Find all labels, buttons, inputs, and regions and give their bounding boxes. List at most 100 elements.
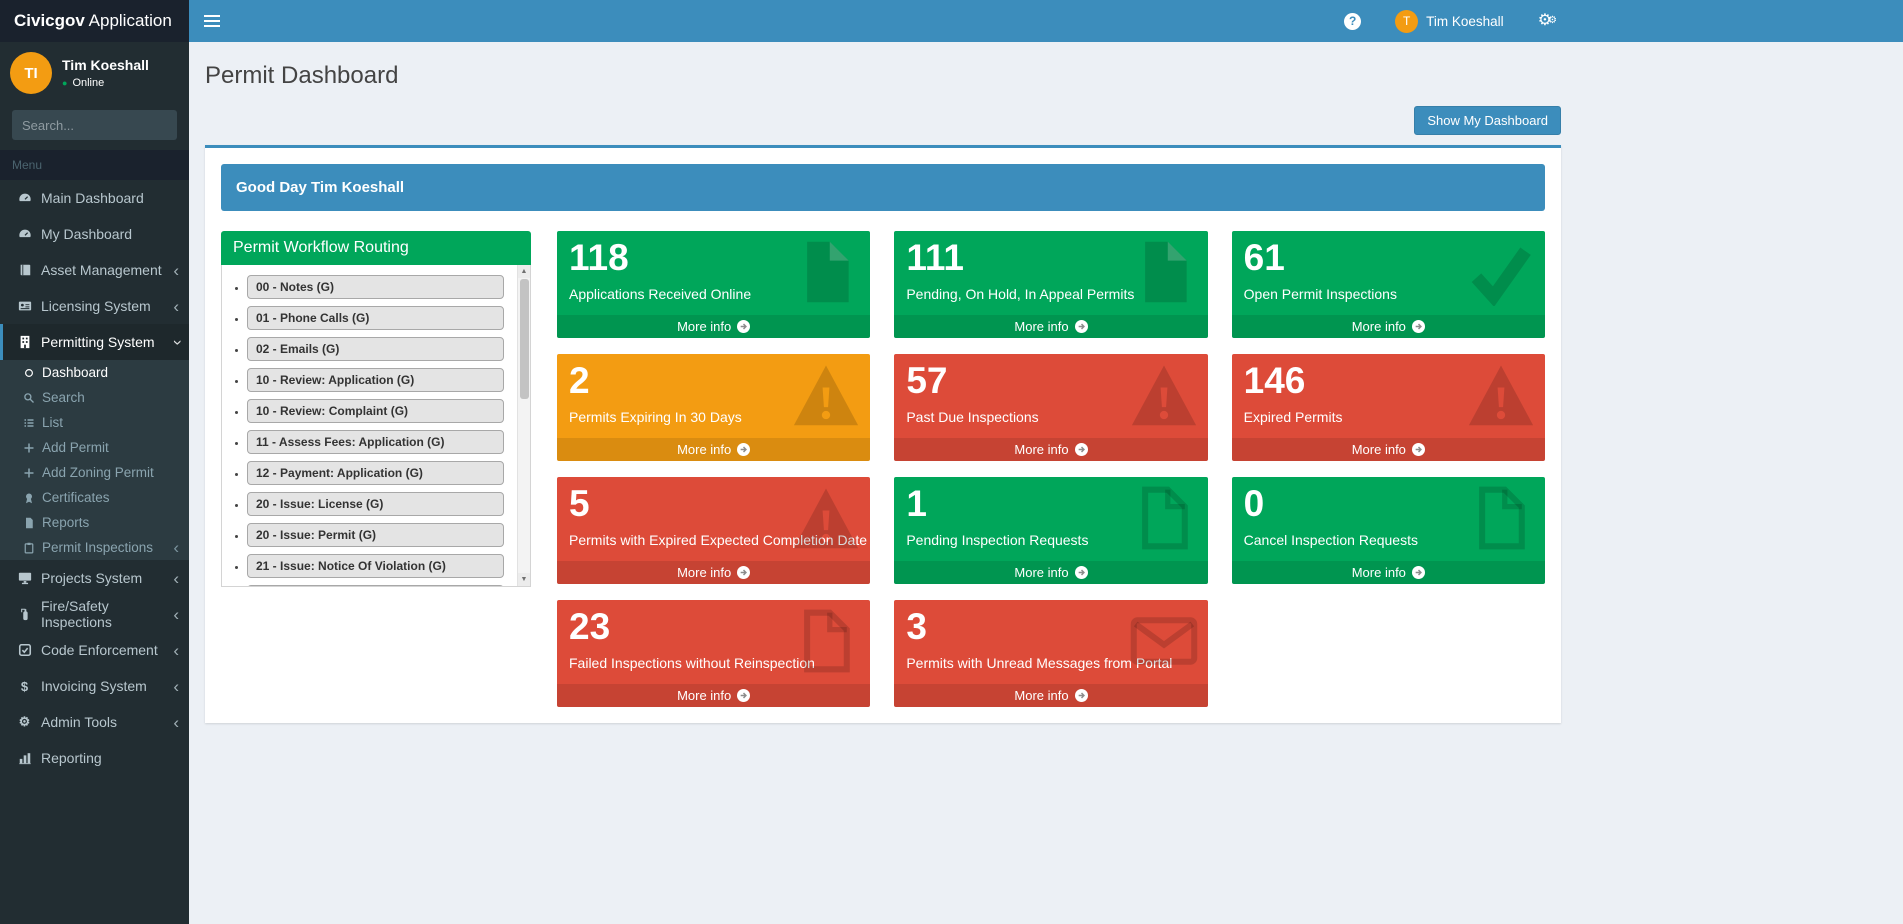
scroll-up-arrow-icon[interactable]: ▲ (518, 265, 530, 278)
info-box-label: Failed Inspections without Reinspection (569, 655, 815, 672)
info-box-label: Permits with Expired Expected Completion… (569, 532, 868, 549)
scrollbar-thumb[interactable] (519, 279, 529, 399)
building-icon (15, 335, 34, 349)
list-icon (20, 417, 37, 429)
more-info-label: More info (1014, 688, 1069, 703)
more-info-link[interactable]: More info (557, 561, 871, 584)
document-icon (1144, 241, 1187, 303)
info-box-cancel-inspection-requests: 0 Cancel Inspection Requests More info (1231, 477, 1545, 584)
more-info-label: More info (677, 565, 732, 580)
check-icon (1471, 247, 1531, 306)
more-info-link[interactable]: More info (1231, 315, 1545, 338)
main-content: Permit Dashboard Show My Dashboard Good … (189, 42, 1903, 924)
more-info-link[interactable]: More info (894, 561, 1208, 584)
more-info-label: More info (1351, 442, 1406, 457)
search-input[interactable] (12, 110, 177, 140)
sidebar-item-label: Permitting System (41, 334, 155, 350)
info-box-label: Past Due Inspections (906, 409, 1039, 426)
sidebar-item-asset-management[interactable]: Asset Management ‹ (0, 252, 189, 288)
top-navbar: Civicgov Application ? T Tim Koeshall ⚙⚙ (0, 0, 1903, 42)
workflow-item-button[interactable]: 12 - Payment: Application (G) (247, 461, 504, 485)
menu-section-header: Menu (0, 150, 189, 180)
desktop-icon (15, 571, 34, 585)
sidebar-item-invoicing-system[interactable]: $ Invoicing System ‹ (0, 668, 189, 704)
workflow-item-button[interactable]: 21 - Issue: Notice Of Violation (G) (247, 554, 504, 578)
more-info-link[interactable]: More info (894, 315, 1208, 338)
submenu-item-add-zoning-permit[interactable]: Add Zoning Permit (0, 460, 189, 485)
avatar: TI (10, 52, 52, 94)
submenu-item-list[interactable]: List (0, 410, 189, 435)
search-icon (20, 392, 37, 404)
info-box-unread-messages: 3 Permits with Unread Messages from Port… (894, 600, 1208, 707)
permitting-submenu: Dashboard Search List Add Permit Add Zon… (0, 360, 189, 560)
workflow-item-button[interactable]: 20 - Issue: License (G) (247, 492, 504, 516)
more-info-link[interactable]: More info (557, 438, 871, 461)
clipboard-icon (20, 542, 37, 554)
warning-icon (1468, 365, 1534, 426)
more-info-link[interactable]: More info (894, 684, 1208, 707)
show-my-dashboard-button[interactable]: Show My Dashboard (1414, 106, 1561, 135)
sidebar-user-panel: TI Tim Koeshall ● Online (0, 42, 189, 106)
book-icon (15, 263, 34, 277)
document-icon (807, 241, 849, 303)
scroll-down-arrow-icon[interactable]: ▼ (518, 573, 530, 586)
info-box-pending-inspection-requests: 1 Pending Inspection Requests More info (894, 477, 1208, 584)
arrow-circle-right-icon (737, 320, 751, 333)
workflow-item-button[interactable]: 10 - Review: Complaint (G) (247, 399, 504, 423)
more-info-label: More info (1014, 442, 1069, 457)
chevron-left-icon: ‹ (173, 568, 179, 588)
submenu-item-search[interactable]: Search (0, 385, 189, 410)
workflow-item-button[interactable]: 01 - Phone Calls (G) (247, 306, 504, 330)
sidebar-item-label: Invoicing System (41, 678, 147, 694)
app-logo[interactable]: Civicgov Application (0, 0, 189, 42)
workflow-item-button[interactable]: 20 - Issue: Permit (G) (247, 523, 504, 547)
submenu-item-certificates[interactable]: Certificates (0, 485, 189, 510)
info-box-value: 61 (1243, 237, 1285, 278)
settings-gears-icon[interactable]: ⚙⚙ (1538, 0, 1557, 42)
workflow-item-button[interactable]: 10 - Review: Application (G) (247, 368, 504, 392)
sidebar-item-reporting[interactable]: Reporting (0, 740, 189, 776)
sidebar-item-projects-system[interactable]: Projects System ‹ (0, 560, 189, 596)
more-info-link[interactable]: More info (557, 315, 871, 338)
more-info-label: More info (677, 442, 732, 457)
chevron-left-icon: ‹ (173, 604, 179, 624)
workflow-item-button[interactable]: 11 - Assess Fees: Application (G) (247, 430, 504, 454)
submenu-item-label: List (42, 415, 64, 430)
more-info-link[interactable]: More info (1231, 438, 1545, 461)
online-status-dot: ● (62, 78, 68, 88)
sidebar-item-main-dashboard[interactable]: Main Dashboard (0, 180, 189, 216)
workflow-item-button[interactable]: 02 - Emails (G) (247, 337, 504, 361)
scrollbar[interactable]: ▲ ▼ (517, 265, 530, 586)
info-box-value: 0 (1243, 483, 1265, 524)
topbar-user-menu[interactable]: T Tim Koeshall (1395, 9, 1504, 33)
submenu-item-reports[interactable]: Reports (0, 510, 189, 535)
sidebar-toggle-button[interactable] (189, 0, 235, 42)
file-icon (20, 517, 37, 529)
more-info-link[interactable]: More info (1231, 561, 1545, 584)
submenu-item-label: Add Zoning Permit (42, 465, 154, 480)
info-box-label: Permits Expiring In 30 Days (569, 409, 742, 426)
list-item: 10 - Review: Application (G) (247, 368, 504, 392)
certificate-icon (20, 492, 37, 504)
arrow-circle-right-icon (737, 566, 751, 579)
sidebar-item-code-enforcement[interactable]: Code Enforcement ‹ (0, 632, 189, 668)
workflow-item-button[interactable]: 00 - Notes (G) (247, 275, 504, 299)
more-info-label: More info (1014, 565, 1069, 580)
submenu-item-add-permit[interactable]: Add Permit (0, 435, 189, 460)
more-info-link[interactable]: More info (894, 438, 1208, 461)
info-box-value: 118 (569, 237, 629, 278)
sidebar-item-licensing-system[interactable]: Licensing System ‹ (0, 288, 189, 324)
sidebar-item-permitting-system[interactable]: Permitting System ‹ (0, 324, 189, 360)
sidebar-user-name: Tim Koeshall (62, 57, 149, 73)
submenu-item-permit-inspections[interactable]: Permit Inspections ‹ (0, 535, 189, 560)
info-box-value: 146 (1243, 360, 1306, 401)
sidebar-item-admin-tools[interactable]: ⚙ Admin Tools ‹ (0, 704, 189, 740)
help-icon[interactable]: ? (1344, 12, 1362, 30)
arrow-circle-right-icon (1411, 320, 1425, 333)
submenu-item-dashboard[interactable]: Dashboard (0, 360, 189, 385)
permit-workflow-panel: Permit Workflow Routing 00 - Notes (G) 0… (221, 231, 531, 587)
info-box-value: 3 (906, 606, 927, 647)
more-info-link[interactable]: More info (557, 684, 871, 707)
sidebar-item-fire-safety-inspections[interactable]: Fire/Safety Inspections ‹ (0, 596, 189, 632)
sidebar-item-my-dashboard[interactable]: My Dashboard (0, 216, 189, 252)
